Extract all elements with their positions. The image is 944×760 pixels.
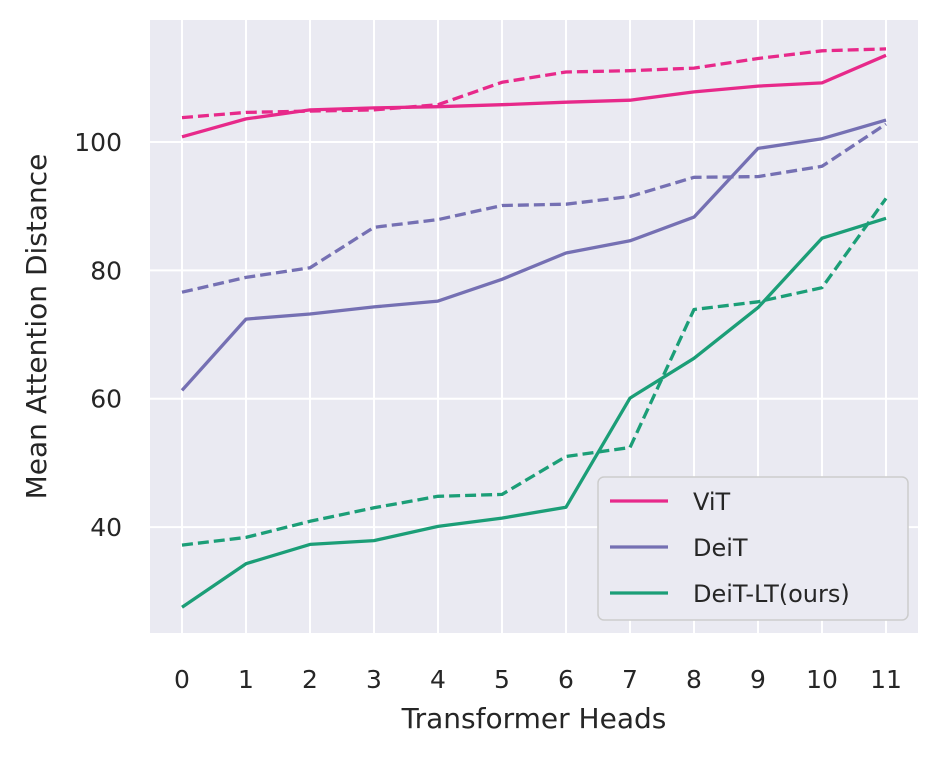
x-tick-label: 1: [238, 665, 254, 694]
legend-label: ViT: [693, 488, 731, 516]
legend: ViT DeiT DeiT-LT(ours): [597, 476, 909, 621]
x-tick-label: 5: [494, 665, 510, 694]
x-tick-label: 7: [622, 665, 638, 694]
legend-label: DeiT-LT(ours): [693, 580, 850, 608]
x-tick-label: 2: [302, 665, 318, 694]
x-tick-label: 4: [430, 665, 446, 694]
deit-lt-solid-line: [181, 216, 887, 609]
deit-solid-line: [180, 118, 887, 392]
legend-label: DeiT: [693, 534, 748, 562]
legend-box: [597, 476, 909, 621]
vit-dashed-line: [181, 47, 887, 120]
y-tick-label: 100: [74, 128, 122, 157]
y-axis-label: Mean Attention Distance: [20, 154, 53, 500]
x-tick-label: 3: [366, 665, 382, 694]
y-tick-label: 60: [90, 385, 122, 414]
x-tick-label: 10: [806, 665, 838, 694]
x-tick-label: 8: [686, 665, 702, 694]
deit-lt-dashed-line: [181, 197, 888, 547]
series-lines: [180, 47, 888, 609]
x-axis-label: Transformer Heads: [401, 702, 667, 735]
y-tick-label: 40: [90, 513, 122, 542]
x-tick-label: 11: [870, 665, 902, 694]
x-tick-label: 9: [750, 665, 766, 694]
x-tick-label: 0: [174, 665, 190, 694]
y-tick-label: 80: [90, 256, 122, 285]
x-tick-label: 6: [558, 665, 574, 694]
tick-labels: 0 1 2 3 4 5 6 7 8 9 10 11 40 60 80 100: [74, 128, 902, 694]
deit-dashed-line: [181, 122, 887, 294]
